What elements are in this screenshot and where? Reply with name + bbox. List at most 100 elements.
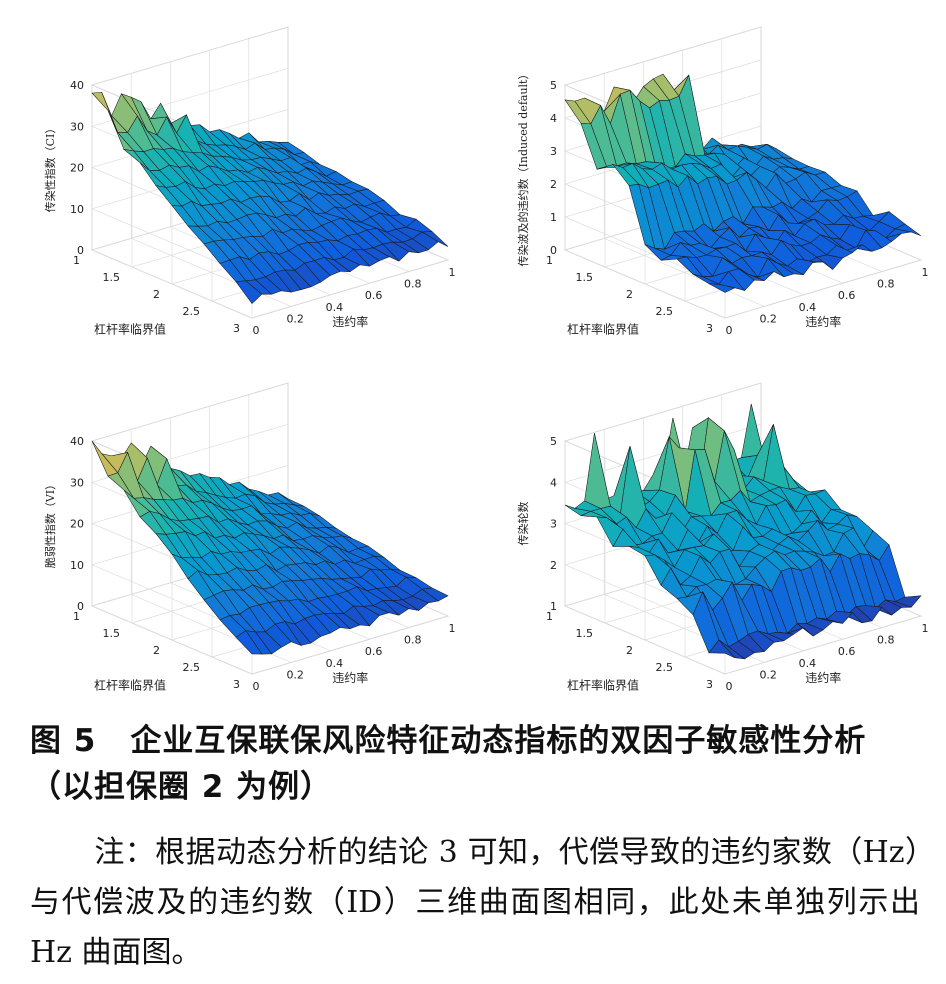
y-tick-label: 3: [706, 678, 713, 691]
z-tick-label: 30: [70, 120, 84, 133]
z-tick-label: 10: [70, 559, 84, 572]
x-tick-label: 0.2: [759, 312, 777, 325]
chart-rounds: 00.20.40.60.8111.522.5312345违约率杠杆率临界值传染轮…: [516, 382, 929, 693]
chart-vi: 00.20.40.60.8111.522.53010203040违约率杠杆率临界…: [43, 382, 456, 693]
x-tick-label: 0.4: [799, 657, 817, 670]
y-tick-label: 3: [233, 322, 240, 335]
z-tick-label: 2: [550, 178, 557, 191]
figure-title: 企业互保联保风险特征动态指标的双因子敏感性分析（以担保圈 2 为例）: [30, 723, 867, 805]
surface-patch: [708, 639, 736, 658]
z-axis-label: 脆弱性指数（VI）: [43, 479, 57, 568]
y-tick-label: 2: [626, 288, 633, 301]
y-tick-label: 2: [153, 288, 160, 301]
z-tick-label: 0: [550, 244, 557, 257]
x-tick-label: 0.6: [365, 289, 383, 302]
x-tick-label: 0.4: [326, 657, 344, 670]
x-tick-label: 0.4: [799, 301, 817, 314]
y-tick-label: 2: [153, 644, 160, 657]
y-tick-label: 1: [546, 254, 553, 267]
z-tick-label: 0: [77, 600, 84, 613]
x-tick-label: 0.2: [759, 668, 777, 681]
x-tick-label: 0: [253, 324, 260, 337]
figure-caption: 图 5 企业互保联保风险特征动态指标的双因子敏感性分析（以担保圈 2 为例）: [30, 718, 920, 810]
z-tick-label: 30: [70, 476, 84, 489]
y-tick-label: 2.5: [656, 661, 674, 674]
x-tick-label: 0: [726, 324, 733, 337]
figure-number: 图 5: [30, 723, 97, 759]
y-tick-label: 1.5: [576, 627, 594, 640]
x-tick-label: 1: [922, 622, 929, 635]
chart-panel-induced-default: 0 0.2 0.4 0.6 0.8 1 1 1.5 2 2.5 3 0 1 2 3 4 5 违约率 杠杆率临界值 传染…: [473, 0, 946, 350]
surface: [91, 440, 449, 655]
z-tick-label: 4: [550, 476, 557, 489]
x-tick-label: 0.2: [286, 668, 304, 681]
z-tick-label: 1: [550, 600, 557, 613]
y-axis-label: 杠杆率临界值: [94, 677, 166, 692]
z-axis-label: 传染轮数: [516, 502, 530, 546]
surface-patch: [708, 283, 736, 293]
x-tick-label: 0.8: [404, 278, 422, 291]
x-tick-label: 0.6: [838, 645, 856, 658]
z-axis-label: 传染性指数（CI）: [43, 123, 57, 213]
chart-panel-vi: 0 0.2 0.4 0.6 0.8 1 1 1.5 2 2.5 3 0 10 20 30 40 违约率 杠杆率临界…: [0, 356, 473, 706]
x-axis-label: 违约率: [805, 314, 841, 329]
x-axis-label: 违约率: [805, 670, 841, 685]
x-tick-label: 0.8: [877, 634, 895, 647]
z-tick-label: 3: [550, 145, 557, 158]
x-tick-label: 0.2: [286, 312, 304, 325]
y-tick-label: 3: [706, 322, 713, 335]
x-axis-label: 违约率: [332, 670, 368, 685]
x-tick-label: 0.6: [365, 645, 383, 658]
chart-panel-ci: 0 0.2 0.4 0.6 0.8 1 1 1.5 2 2.5 3 0 10 20 30 40 违约率 杠杆率临界…: [0, 0, 473, 350]
y-tick-label: 1: [546, 610, 553, 623]
z-tick-label: 4: [550, 112, 557, 125]
x-tick-label: 0.8: [877, 278, 895, 291]
x-axis-label: 违约率: [332, 314, 368, 329]
y-tick-label: 3: [233, 678, 240, 691]
x-tick-label: 0.8: [404, 634, 422, 647]
z-tick-label: 20: [70, 162, 84, 175]
chart-panel-rounds: 0 0.2 0.4 0.6 0.8 1 1 1.5 2 2.5 3 1 2 3 4 5 违约率 杠杆率临界值 传染轮…: [473, 356, 946, 706]
x-tick-label: 1: [449, 622, 456, 635]
z-axis-label: 传染波及的违约数（Induced default）: [516, 69, 530, 267]
surface: [91, 92, 449, 305]
y-tick-label: 1: [73, 610, 80, 623]
z-tick-label: 5: [550, 435, 557, 448]
z-tick-label: 40: [70, 79, 84, 92]
x-tick-label: 1: [922, 266, 929, 279]
y-axis-label: 杠杆率临界值: [567, 321, 639, 336]
x-tick-label: 0.6: [838, 289, 856, 302]
y-axis-label: 杠杆率临界值: [567, 677, 639, 692]
y-tick-label: 1.5: [576, 271, 594, 284]
z-tick-label: 1: [550, 211, 557, 224]
y-tick-label: 1.5: [103, 627, 121, 640]
x-tick-label: 0: [253, 680, 260, 693]
z-tick-label: 3: [550, 518, 557, 531]
z-tick-label: 2: [550, 559, 557, 572]
y-tick-label: 1.5: [103, 271, 121, 284]
y-tick-label: 2.5: [183, 661, 201, 674]
z-tick-label: 0: [77, 244, 84, 257]
y-tick-label: 2.5: [183, 305, 201, 318]
chart-ci: 00.20.40.60.8111.522.53010203040违约率杠杆率临界…: [43, 26, 456, 337]
x-tick-label: 0.4: [326, 301, 344, 314]
figure-note: 注：根据动态分析的结论 3 可知，代偿导致的违约家数（Hz）与代偿波及的违约数（…: [30, 828, 920, 978]
chart-induced-default: 00.20.40.60.8111.522.53012345违约率杠杆率临界值传染…: [516, 26, 929, 337]
surface-patch: [235, 280, 263, 305]
x-tick-label: 1: [449, 266, 456, 279]
z-tick-label: 5: [550, 79, 557, 92]
figure-note-text: 注：根据动态分析的结论 3 可知，代偿导致的违约家数（Hz）与代偿波及的违约数（…: [30, 835, 920, 970]
z-tick-label: 10: [70, 203, 84, 216]
surface: [564, 73, 922, 293]
x-tick-label: 0: [726, 680, 733, 693]
z-tick-label: 20: [70, 518, 84, 531]
surface-patch: [235, 630, 263, 655]
y-tick-label: 1: [73, 254, 80, 267]
y-tick-label: 2: [626, 644, 633, 657]
z-tick-label: 40: [70, 435, 84, 448]
surface: [564, 403, 922, 660]
y-axis-label: 杠杆率临界值: [94, 321, 166, 336]
